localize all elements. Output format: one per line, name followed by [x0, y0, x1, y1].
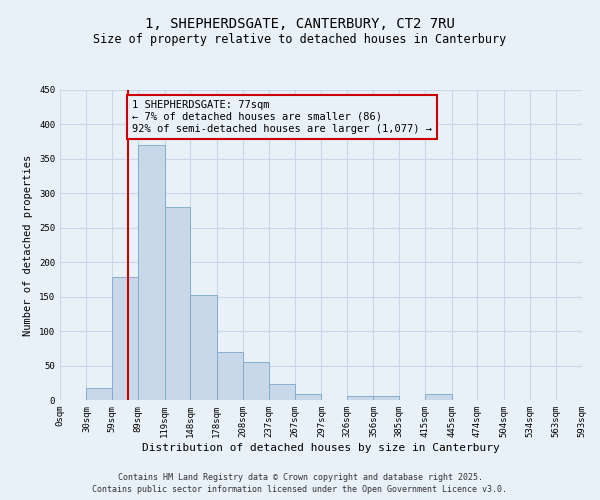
- Text: Contains public sector information licensed under the Open Government Licence v3: Contains public sector information licen…: [92, 485, 508, 494]
- Bar: [190, 294, 217, 400]
- Text: Size of property relative to detached houses in Canterbury: Size of property relative to detached ho…: [94, 32, 506, 46]
- Y-axis label: Number of detached properties: Number of detached properties: [23, 154, 34, 336]
- Bar: [86, 388, 112, 400]
- Bar: [269, 384, 295, 400]
- Text: 1, SHEPHERDSGATE, CANTERBURY, CT2 7RU: 1, SHEPHERDSGATE, CANTERBURY, CT2 7RU: [145, 18, 455, 32]
- Bar: [425, 394, 452, 400]
- Bar: [295, 394, 322, 400]
- Bar: [112, 278, 139, 400]
- Bar: [139, 145, 165, 400]
- X-axis label: Distribution of detached houses by size in Canterbury: Distribution of detached houses by size …: [142, 442, 500, 452]
- Bar: [243, 362, 269, 400]
- Bar: [373, 396, 399, 400]
- Text: Contains HM Land Registry data © Crown copyright and database right 2025.: Contains HM Land Registry data © Crown c…: [118, 472, 482, 482]
- Bar: [165, 207, 190, 400]
- Bar: [217, 352, 243, 400]
- Text: 1 SHEPHERDSGATE: 77sqm
← 7% of detached houses are smaller (86)
92% of semi-deta: 1 SHEPHERDSGATE: 77sqm ← 7% of detached …: [132, 100, 432, 134]
- Bar: [347, 396, 373, 400]
